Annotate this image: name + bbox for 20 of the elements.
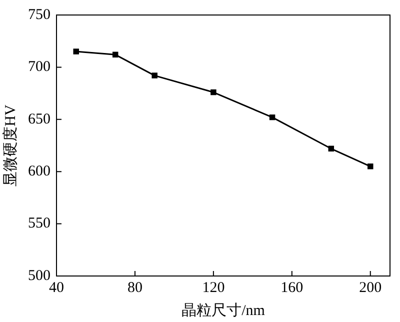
point xyxy=(210,89,216,96)
point xyxy=(368,164,374,170)
y-tick-label: 500 xyxy=(28,268,50,284)
y-tick-label: 600 xyxy=(28,164,50,180)
x-tick-label: 200 xyxy=(359,280,382,296)
point xyxy=(112,52,118,58)
point xyxy=(269,114,276,120)
point xyxy=(328,146,334,152)
point xyxy=(152,72,158,78)
y-tick-label: 650 xyxy=(28,111,50,128)
y-tick-label: 750 xyxy=(28,6,50,23)
y-tick-label: 550 xyxy=(28,216,50,232)
x-tick-label: 160 xyxy=(280,280,304,296)
point xyxy=(73,48,79,54)
x-tick-label: 120 xyxy=(202,280,225,296)
x-tick-label: 40 xyxy=(49,280,64,296)
y-tick-label: 700 xyxy=(28,59,50,76)
x-axis-title: 晶粒尺寸/nm xyxy=(182,302,266,319)
x-tick-label: 80 xyxy=(127,280,142,296)
y-axis-title: 显微硬度HV xyxy=(2,104,19,186)
